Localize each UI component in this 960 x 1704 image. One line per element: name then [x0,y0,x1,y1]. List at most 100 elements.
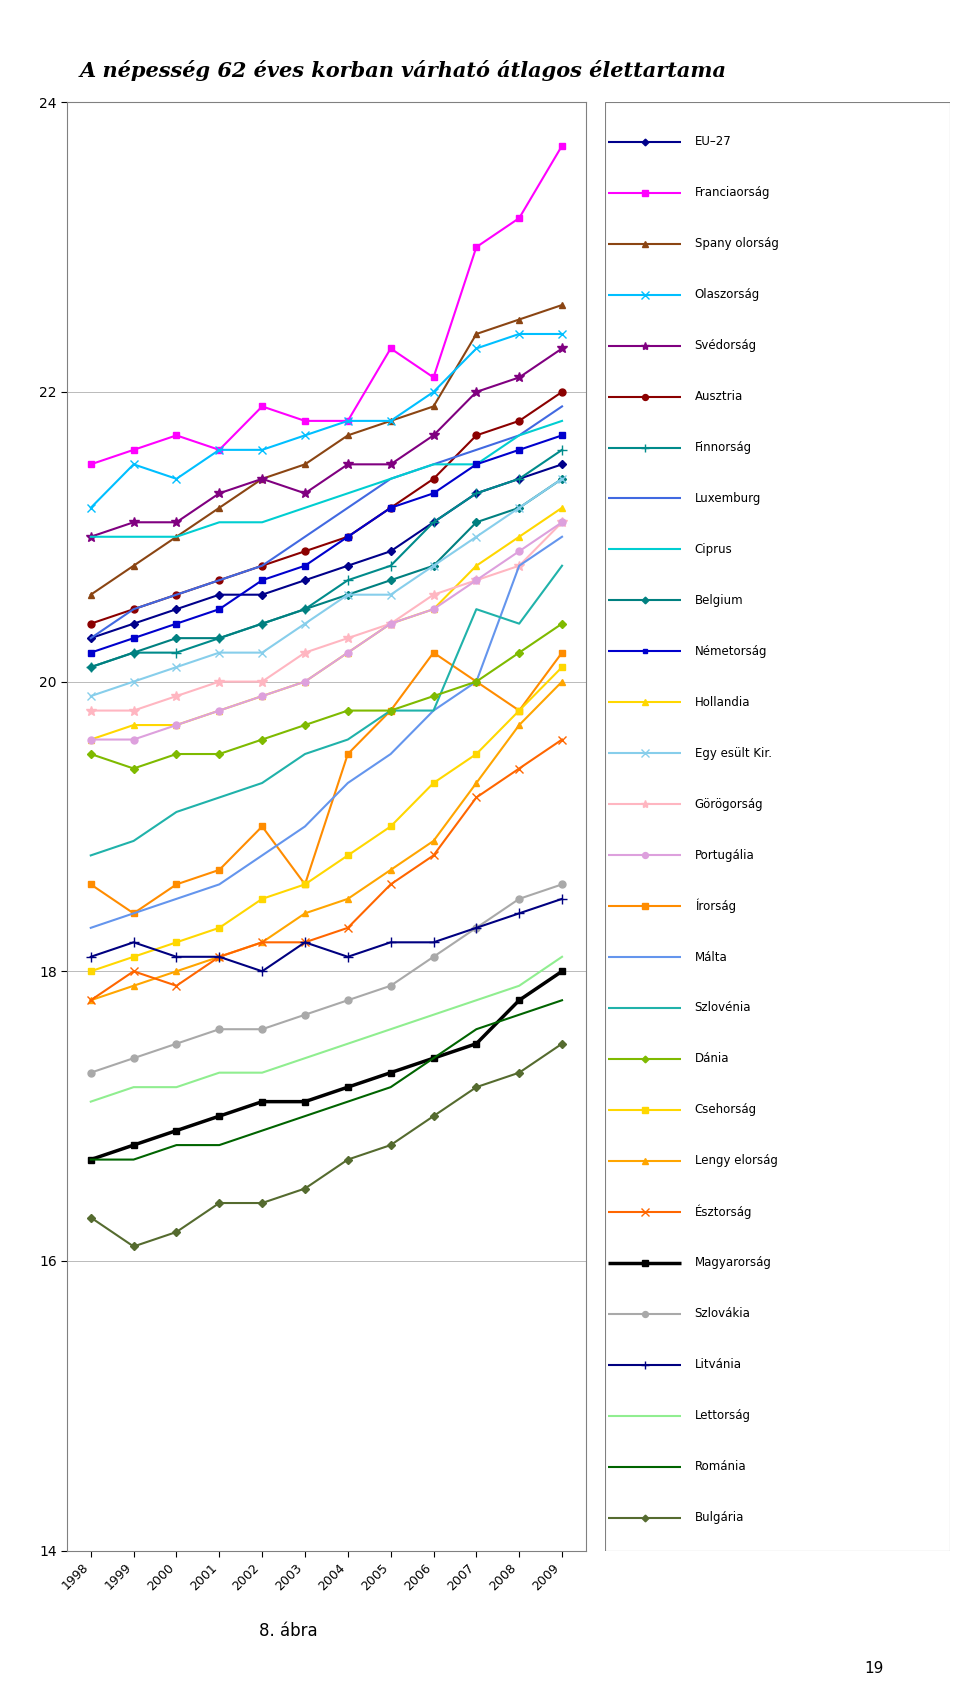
Egy esült Kir. [85,687,97,707]
Észtorság [300,932,311,953]
Portugália [213,700,225,721]
Line: Svédorság: Svédorság [85,344,567,542]
Szlovénia [213,787,225,808]
Line: Ciprus: Ciprus [91,421,562,537]
Lengy elorság [128,976,139,997]
Finnorság [342,571,353,591]
Szlovákia [213,1019,225,1039]
Észtorság [385,874,396,895]
Írorság [300,874,311,895]
Írorság [128,903,139,924]
Franciaorság [300,411,311,431]
Észtorság [556,729,567,750]
Románia [514,1005,525,1026]
Görögorság [342,629,353,649]
Spany olorság [85,584,97,605]
Portugália [385,613,396,634]
Málta [385,745,396,765]
Olaszorság [300,426,311,446]
Luxemburg [428,455,440,475]
Szlovákia [428,947,440,968]
Bulgária [128,1235,139,1256]
Németorság [85,642,97,663]
Dánia [428,687,440,707]
EU–27 [514,469,525,489]
Lengy elorság [514,716,525,736]
Finnorság [171,642,182,663]
Észtorság [85,990,97,1010]
Szlovénia [385,700,396,721]
Görögorság [85,700,97,721]
Szlovákia [514,889,525,910]
Hollandia [342,642,353,663]
Belgium [171,629,182,649]
Svédorság [213,484,225,504]
Hollandia [256,687,268,707]
Bulgária [470,1077,482,1097]
Málta [556,527,567,547]
Magyarorság [300,1092,311,1113]
Text: Egy esült Kir.: Egy esült Kir. [695,746,772,760]
Görögorság [213,671,225,692]
Észtorság [514,758,525,779]
Románia [470,1019,482,1039]
Text: Németorság: Németorság [695,644,767,658]
Text: Írorság: Írorság [695,898,735,913]
Németorság [385,498,396,518]
Olaszorság [213,440,225,460]
Egy esült Kir. [385,584,396,605]
Bulgária [171,1222,182,1242]
Görögorság [300,642,311,663]
Franciaorság [514,208,525,228]
Text: Málta: Málta [695,951,728,963]
Litvánia [514,903,525,924]
Egy esült Kir. [300,613,311,634]
Málta [300,816,311,837]
Spany olorság [470,324,482,344]
Dánia [342,700,353,721]
Line: Írorság: Írorság [87,649,565,917]
Lengy elorság [171,961,182,982]
Belgium [385,571,396,591]
Bulgária [85,1206,97,1227]
Egy esült Kir. [256,642,268,663]
Írorság [256,816,268,837]
Finnorság [85,658,97,678]
Csehorság [385,816,396,837]
Németorság [470,455,482,475]
Spany olorság [300,455,311,475]
Bulgária [385,1135,396,1155]
Olaszorság [256,440,268,460]
Spany olorság [256,469,268,489]
Litvánia [300,932,311,953]
Ciprus [342,484,353,504]
Lettorság [470,990,482,1010]
Spany olorság [514,310,525,331]
Egy esült Kir. [556,469,567,489]
Lengy elorság [213,947,225,968]
Text: Luxemburg: Luxemburg [695,492,761,504]
Szlovákia [85,1063,97,1084]
Belgium [428,556,440,576]
Egy esült Kir. [514,498,525,518]
Ciprus [171,527,182,547]
Szlovákia [556,874,567,895]
Franciaorság [556,136,567,157]
Text: Csehorság: Csehorság [695,1104,756,1116]
Portugália [256,687,268,707]
Hollandia [470,556,482,576]
Románia [300,1106,311,1126]
Románia [428,1048,440,1068]
Lettorság [342,1033,353,1053]
Spany olorság [556,295,567,315]
Belgium [213,629,225,649]
Málta [128,903,139,924]
Németorság [213,600,225,620]
Svédorság [428,426,440,446]
Line: Dánia: Dánia [88,620,564,772]
Szlovákia [171,1033,182,1053]
Görögorság [171,687,182,707]
Portugália [171,716,182,736]
Magyarorság [385,1063,396,1084]
Ausztria [556,382,567,402]
